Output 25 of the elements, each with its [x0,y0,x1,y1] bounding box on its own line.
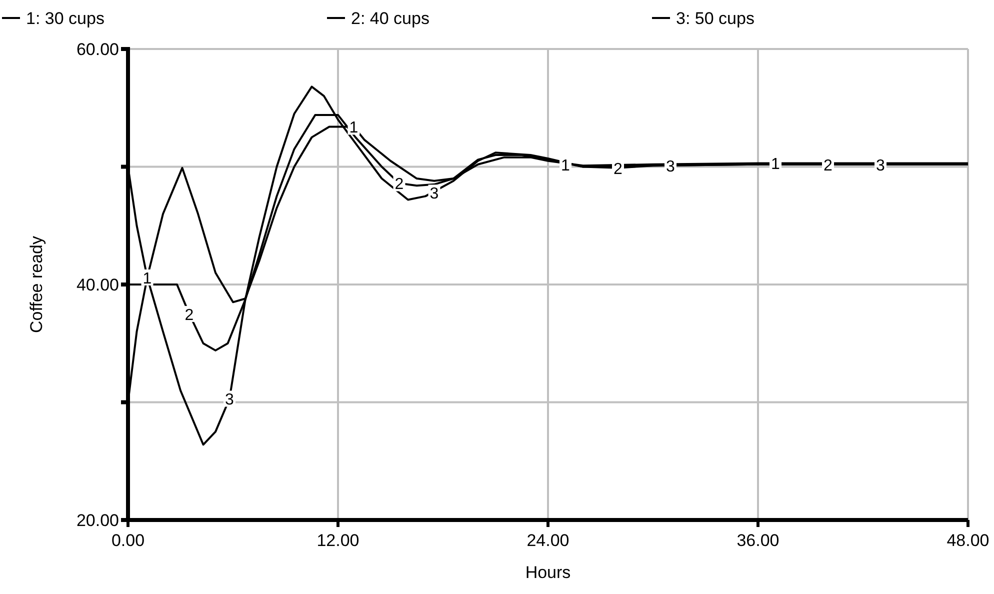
y-tick-label: 60.00 [76,40,119,59]
legend-label: 2: 40 cups [351,9,430,28]
annotation: 2 [824,157,833,174]
annotation: 1 [561,157,570,174]
legend-label: 3: 50 cups [676,9,754,28]
x-tick-label: 12.00 [316,531,360,550]
annotation: 1 [771,156,780,174]
annotation: 2 [394,176,404,194]
annotation: 3 [666,158,676,176]
x-axis-title: Hours [525,563,571,582]
x-tick-label: 24.00 [526,531,570,550]
annotation: 1 [349,120,358,137]
annotation: 2 [184,306,194,324]
annotation: 3 [225,392,234,409]
y-tick-label: 40.00 [76,276,119,294]
y-tick-label: 20.00 [76,511,119,530]
annotation: 1 [142,270,152,288]
y-axis-title: Coffee ready [27,235,46,334]
x-tick-label: 48.00 [946,531,990,550]
annotation: 2 [614,160,623,178]
x-tick-label: 0.00 [111,531,145,550]
x-tick-label: 36.00 [736,531,780,550]
annotation: 3 [876,157,886,174]
annotation: 3 [430,186,439,203]
legend-label: 1: 30 cups [26,9,104,28]
